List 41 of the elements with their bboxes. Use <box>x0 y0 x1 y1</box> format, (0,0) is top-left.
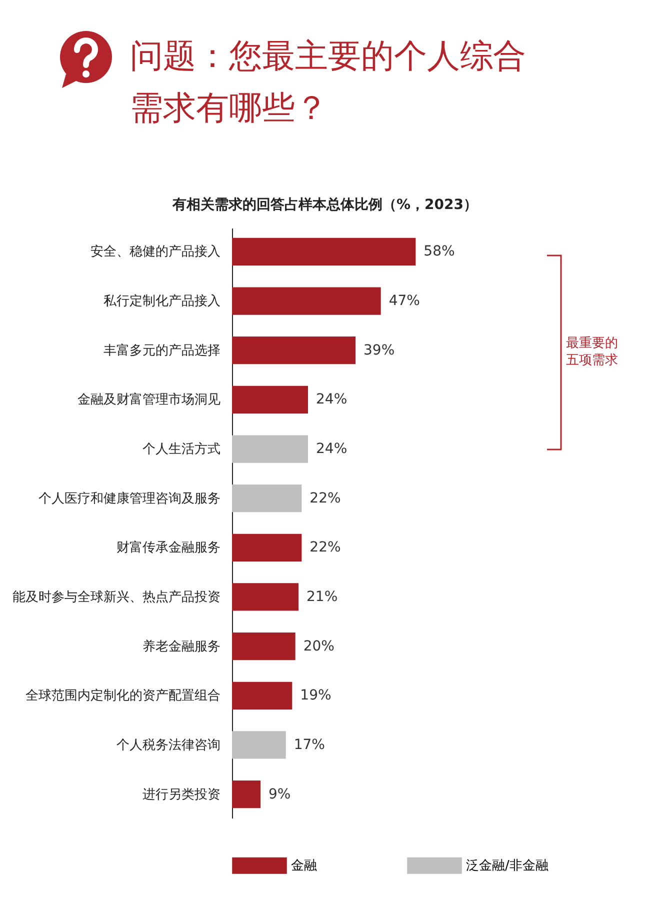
y-tick-label: 全球范围内定制化的资产配置组合 <box>26 688 220 704</box>
data-label: 39% <box>364 342 395 358</box>
bar <box>232 336 356 364</box>
legend-label: 泛金融/非金融 <box>466 858 548 874</box>
y-tick-label: 金融及财富管理市场洞见 <box>78 392 220 408</box>
data-label: 22% <box>310 490 341 506</box>
data-label: 22% <box>310 540 341 556</box>
y-tick-label: 私行定制化产品接入 <box>104 294 220 310</box>
bar <box>232 731 286 759</box>
y-tick-label: 个人税务法律咨询 <box>116 738 220 753</box>
data-label: 20% <box>303 638 334 654</box>
y-tick-label: 安全、稳健的产品接入 <box>90 244 220 260</box>
bar <box>232 583 298 611</box>
y-tick-label: 个人生活方式 <box>142 441 220 458</box>
data-label: 17% <box>294 736 325 753</box>
data-label: 19% <box>300 688 332 704</box>
y-tick-label: 进行另类投资 <box>142 787 220 802</box>
text: 最重要的五项需求 <box>565 335 619 369</box>
data-label: 24% <box>316 441 348 458</box>
data-label: 58% <box>424 244 455 260</box>
chart-subtitle: 有相关需求的回答占样本总体比例（%，2023） <box>171 196 478 214</box>
bar <box>232 534 302 562</box>
bar <box>232 632 296 660</box>
y-tick-label: 能及时参与全球新兴、热点产品投资 <box>12 590 220 605</box>
data-label: 9% <box>268 786 291 802</box>
bar <box>232 386 308 414</box>
bar <box>232 484 302 512</box>
data-label: 24% <box>316 392 348 408</box>
legend-label: 金融 <box>291 858 317 874</box>
bar <box>232 435 308 463</box>
y-tick-label: 丰富多元的产品选择 <box>104 342 220 358</box>
bar <box>232 238 416 266</box>
y-tick-label: 个人医疗和健康管理咨询及服务 <box>38 491 220 506</box>
y-tick-label: 养老金融服务 <box>142 638 220 654</box>
bar <box>232 780 260 808</box>
y-tick-label: 财富传承金融服务 <box>116 540 220 556</box>
data-label: 21% <box>306 588 338 605</box>
bar <box>232 287 381 315</box>
bar <box>232 682 292 710</box>
chart-title: 问题：您最主要的个人综合需求有哪些？ <box>130 35 527 129</box>
data-label: 47% <box>388 293 420 310</box>
